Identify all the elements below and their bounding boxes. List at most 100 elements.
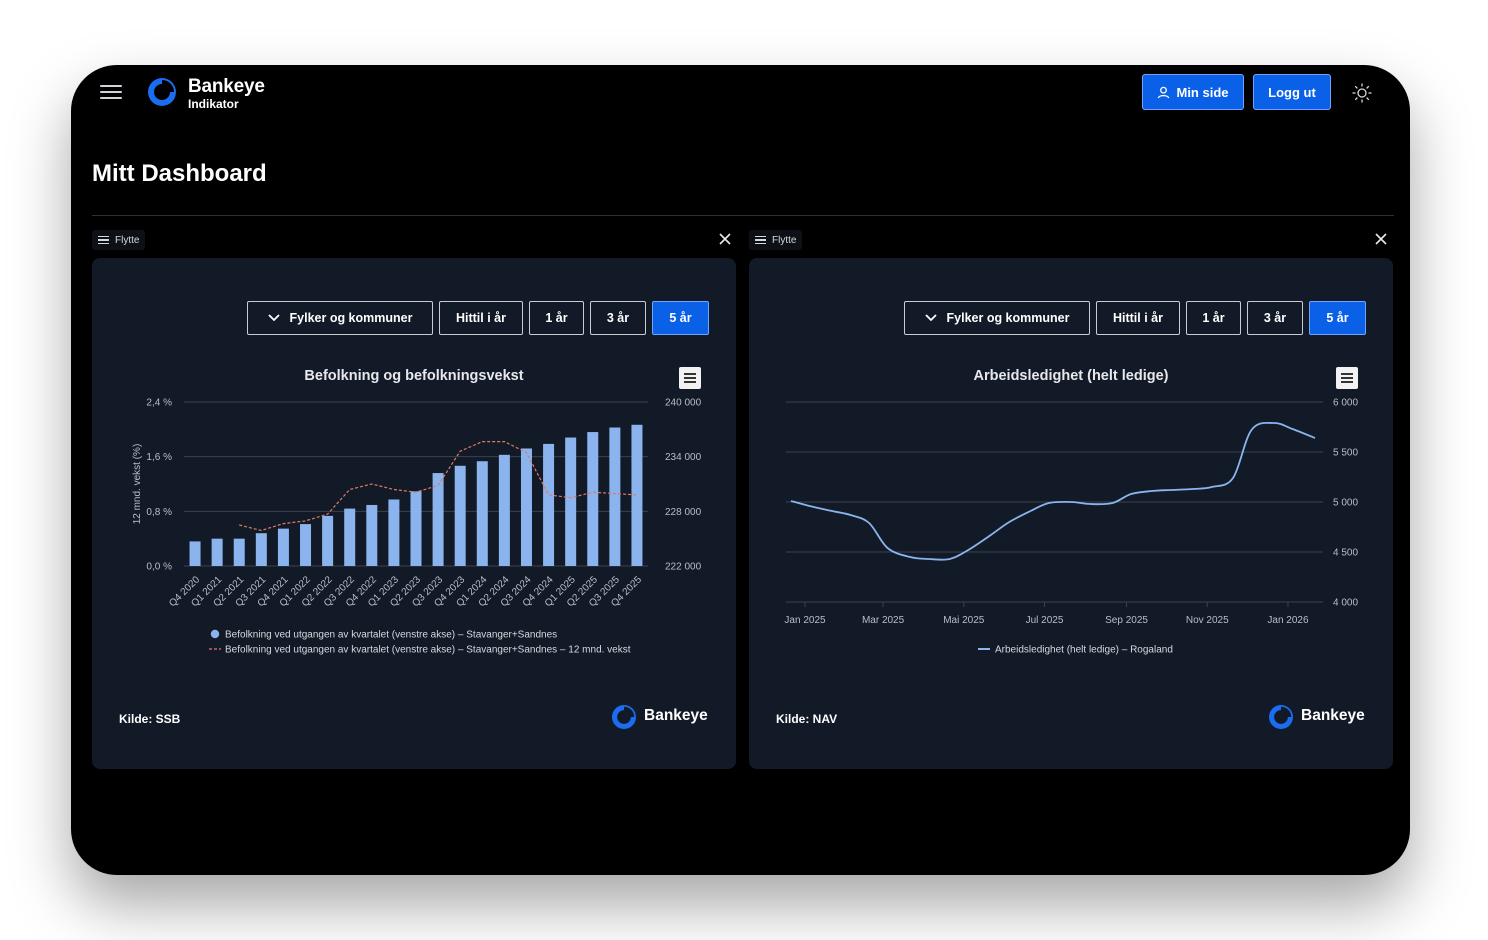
population-card: Fylker og kommuner Hittil i år 1 år 3 år… xyxy=(92,258,736,769)
x-tick-label: Nov 2025 xyxy=(1186,615,1229,626)
min-side-button[interactable]: Min side xyxy=(1142,74,1244,110)
x-tick-label: Jan 2026 xyxy=(1267,615,1309,626)
y-right-tick-label: 222 000 xyxy=(665,562,702,573)
logout-label: Logg ut xyxy=(1268,84,1316,100)
bar xyxy=(543,443,555,566)
page-title: Mitt Dashboard xyxy=(92,160,267,187)
widget-1-header: Flytte xyxy=(92,230,736,250)
bankeye-logo-icon xyxy=(148,78,176,106)
filter-1y-button[interactable]: 1 år xyxy=(529,301,584,335)
population-chart: 2,4 % 1,6 % 0,8 % 0,0 % 240 000 234 000 228 00… xyxy=(132,398,702,656)
logout-button[interactable]: Logg ut xyxy=(1253,74,1331,110)
bar xyxy=(410,491,422,566)
filter-5y-button[interactable]: 5 år xyxy=(1309,301,1366,335)
filter-ytd-button[interactable]: Hittil i år xyxy=(439,301,523,335)
y-right-tick-label: 240 000 xyxy=(665,398,702,409)
filter-5y-button[interactable]: 5 år xyxy=(652,301,709,335)
legend-item: Befolkning ved utgangen av kvartalet (ve… xyxy=(225,630,557,641)
filter-1y-button[interactable]: 1 år xyxy=(1186,301,1241,335)
bar xyxy=(255,533,267,566)
unemployment-chart: 6 000 5 500 5 000 4 500 4 000 Jan 2025 Mar 202… xyxy=(784,398,1358,656)
y-tick-label: 5 000 xyxy=(1333,498,1358,509)
y-left-tick-label: 0,8 % xyxy=(146,507,172,518)
filter-label: 1 år xyxy=(545,311,568,325)
bar xyxy=(344,508,356,566)
app-window: Bankeye Indikator Min side Logg ut Mitt … xyxy=(71,65,1410,875)
move-handle[interactable]: Flytte xyxy=(749,230,803,250)
chart-menu-icon[interactable] xyxy=(1336,367,1358,389)
bar xyxy=(476,461,488,566)
filter-label: Fylker og kommuner xyxy=(946,311,1070,325)
bar xyxy=(300,524,312,566)
bar xyxy=(211,538,223,566)
close-icon[interactable] xyxy=(1374,232,1388,246)
bankeye-logo-icon xyxy=(1269,705,1293,729)
filter-3y-button[interactable]: 3 år xyxy=(590,301,646,335)
region-filter-button[interactable]: Fylker og kommuner xyxy=(247,301,433,335)
brand-subtitle: Indikator xyxy=(188,97,239,111)
bankeye-card-logo: Bankeye xyxy=(612,705,712,731)
theme-toggle-sun-icon[interactable] xyxy=(1352,83,1372,103)
unemployment-card: Fylker og kommuner Hittil i år 1 år 3 år… xyxy=(749,258,1393,769)
x-tick-label: Mar 2025 xyxy=(862,615,905,626)
bar xyxy=(432,473,444,566)
drag-icon xyxy=(98,234,109,247)
bar xyxy=(565,437,577,566)
menu-icon[interactable] xyxy=(100,82,122,100)
bar xyxy=(277,528,289,566)
source-label: Kilde: SSB xyxy=(119,712,181,726)
y-left-tick-label: 0,0 % xyxy=(146,562,172,573)
y-tick-label: 6 000 xyxy=(1333,398,1358,409)
y-tick-label: 4 000 xyxy=(1333,598,1358,609)
top-bar: Bankeye Indikator Min side Logg ut xyxy=(71,65,1410,125)
bar xyxy=(631,424,643,566)
bar xyxy=(609,427,621,566)
y-left-tick-label: 2,4 % xyxy=(146,398,172,409)
chevron-down-icon xyxy=(267,314,280,322)
bar xyxy=(587,432,599,566)
bankeye-logo-icon xyxy=(612,705,636,729)
unemployment-line xyxy=(790,421,1316,561)
divider xyxy=(92,215,1394,216)
filter-label: 5 år xyxy=(1326,311,1349,325)
y-right-tick-label: 228 000 xyxy=(665,507,702,518)
move-handle[interactable]: Flytte xyxy=(92,230,146,250)
drag-icon xyxy=(755,234,766,247)
legend-item: Befolkning ved utgangen av kvartalet (ve… xyxy=(225,645,631,656)
y-tick-label: 5 500 xyxy=(1333,448,1358,459)
filter-label: 5 år xyxy=(669,311,692,325)
bar xyxy=(454,465,466,566)
filter-label: Hittil i år xyxy=(1112,311,1163,325)
filter-3y-button[interactable]: 3 år xyxy=(1247,301,1303,335)
region-filter-button[interactable]: Fylker og kommuner xyxy=(904,301,1090,335)
min-side-label: Min side xyxy=(1176,84,1229,100)
chart-menu-icon[interactable] xyxy=(679,367,701,389)
filter-ytd-button[interactable]: Hittil i år xyxy=(1096,301,1180,335)
x-tick-label: Mai 2025 xyxy=(943,615,985,626)
filter-label: 3 år xyxy=(1263,311,1287,325)
move-label: Flytte xyxy=(115,234,140,246)
y-left-tick-label: 1,6 % xyxy=(146,452,172,463)
x-tick-label: Jan 2025 xyxy=(784,615,826,626)
chart-title: Arbeidsledighet (helt ledige) xyxy=(973,368,1169,384)
filter-label: 1 år xyxy=(1202,311,1225,325)
user-icon xyxy=(1158,86,1170,98)
close-icon[interactable] xyxy=(718,232,732,246)
logo-text: Bankeye xyxy=(1301,707,1365,724)
y-axis-label: 12 mnd. vekst (%) xyxy=(132,444,143,525)
bar xyxy=(498,454,510,566)
filter-label: Fylker og kommuner xyxy=(289,311,413,325)
chevron-down-icon xyxy=(924,314,937,322)
legend-bar-marker xyxy=(210,629,220,639)
move-label: Flytte xyxy=(772,234,797,246)
bar xyxy=(520,448,532,566)
bar xyxy=(366,504,378,566)
y-tick-label: 4 500 xyxy=(1333,548,1358,559)
filter-label: Hittil i år xyxy=(455,311,506,325)
logo-text: Bankeye xyxy=(644,707,708,724)
bar xyxy=(233,538,245,566)
x-tick-label: Jul 2025 xyxy=(1026,615,1064,626)
chart-title: Befolkning og befolkningsvekst xyxy=(304,368,524,384)
source-label: Kilde: NAV xyxy=(776,712,838,726)
bar xyxy=(322,515,334,566)
